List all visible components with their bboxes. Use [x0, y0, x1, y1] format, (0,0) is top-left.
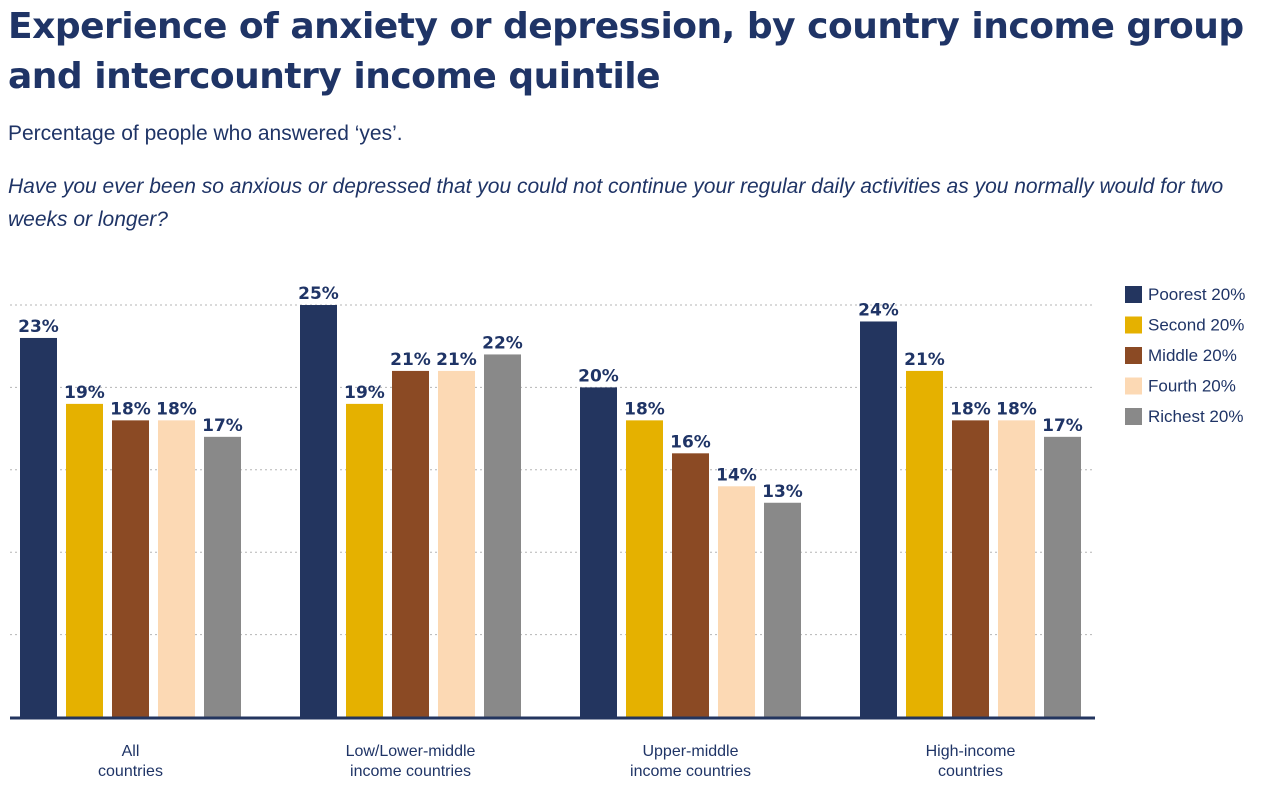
bar: [484, 354, 521, 717]
legend-label: Middle 20%: [1148, 346, 1237, 365]
bar: [392, 370, 429, 717]
value-labels: 23%19%18% 18%17%25%19%21% 21%22%20%18%16%1…: [18, 284, 1083, 502]
value-label: 17%: [1042, 416, 1083, 436]
value-label: 16%: [670, 432, 711, 452]
value-label: 21%: [904, 350, 945, 370]
value-label: 19%: [64, 383, 105, 403]
value-label: 21%: [436, 350, 477, 370]
category-label: High-income countries: [926, 743, 1016, 780]
chart-subtitle: Percentage of people who answered ‘yes’.: [8, 122, 403, 145]
bar-chart: 23%19%18% 18%17%25%19%21% 21%22%20%18%16%1…: [10, 284, 1245, 780]
value-label: 18%: [950, 399, 991, 419]
chart-title: Experience of anxiety or depression, by …: [8, 6, 1244, 97]
bar: [952, 420, 989, 717]
bar: [906, 370, 943, 717]
value-label: 25%: [298, 284, 339, 304]
legend-label: Poorest 20%: [1148, 285, 1245, 304]
bar: [860, 321, 897, 717]
legend-swatch: [1125, 286, 1142, 303]
bar: [764, 502, 801, 717]
category-label: Low/Lower-middle income countries: [346, 743, 476, 780]
value-label: 21%: [390, 350, 431, 370]
legend-swatch: [1125, 316, 1142, 334]
value-label: 23%: [18, 317, 59, 337]
bar: [158, 420, 195, 717]
bar: [626, 420, 663, 717]
bar: [580, 387, 617, 717]
bar: [20, 337, 57, 717]
value-label: 22%: [482, 333, 523, 353]
value-label: 19%: [344, 383, 385, 403]
value-label: 18%: [110, 399, 151, 419]
value-label: 24%: [858, 300, 899, 320]
bar: [346, 403, 383, 717]
legend-label: Fourth 20%: [1148, 377, 1236, 396]
legend-swatch: [1125, 347, 1142, 364]
value-label: 18%: [996, 399, 1037, 419]
bar: [672, 453, 709, 717]
bar: [1044, 436, 1081, 717]
bar: [438, 370, 475, 717]
bar: [718, 486, 755, 717]
value-label: 18%: [624, 399, 665, 419]
bar: [300, 305, 337, 717]
bar: [998, 420, 1035, 717]
value-label: 13%: [762, 482, 803, 502]
bar: [66, 403, 103, 717]
legend-swatch: [1125, 377, 1142, 395]
value-label: 14%: [716, 465, 757, 485]
legend-swatch: [1125, 408, 1142, 425]
legend-label: Second 20%: [1148, 316, 1244, 335]
value-label: 17%: [202, 416, 243, 436]
category-labels: All countries Low/Lower-middle income count…: [98, 743, 1015, 780]
legend-label: Richest 20%: [1148, 407, 1243, 426]
bar: [204, 436, 241, 717]
bars: [20, 305, 1081, 717]
legend: Poorest 20% Second 20% Middle 20% Fourth 20…: [1125, 285, 1245, 426]
category-label: All countries: [98, 743, 163, 780]
category-label: Upper-middle income countries: [630, 743, 751, 780]
survey-question: Have you ever been so anxious or depress…: [8, 175, 1224, 231]
value-label: 18%: [156, 399, 197, 419]
value-label: 20%: [578, 366, 619, 386]
bar: [112, 420, 149, 717]
